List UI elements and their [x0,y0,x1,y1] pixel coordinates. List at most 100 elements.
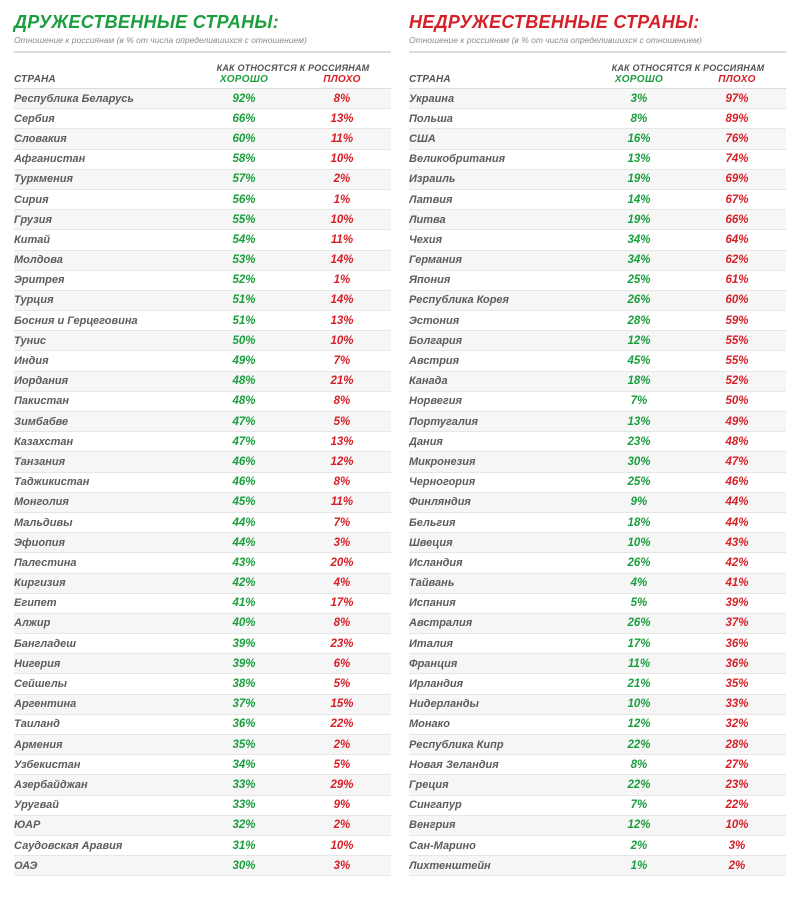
table-row: Канада18%52% [409,372,786,392]
good-value: 22% [590,739,688,751]
table-row: Республика Беларусь92%8% [14,89,391,109]
table-row: Микронезия30%47% [409,452,786,472]
country-name: Иордания [14,375,195,387]
table-row: Австрия45%55% [409,351,786,371]
good-value: 1% [590,860,688,872]
table-row: Нидерланды10%33% [409,695,786,715]
good-value: 3% [590,93,688,105]
table-row: Зимбабве47%5% [14,412,391,432]
unfriendly-header-row: СТРАНА КАК ОТНОСЯТСЯ К РОССИЯНАМ ХОРОШО … [409,63,786,89]
good-value: 53% [195,254,293,266]
good-value: 34% [590,234,688,246]
bad-value: 8% [293,395,391,407]
bad-value: 44% [688,496,786,508]
country-name: Новая Зеландия [409,759,590,771]
table-row: Исландия26%42% [409,553,786,573]
table-row: Швеция10%43% [409,533,786,553]
bad-value: 10% [293,840,391,852]
bad-value: 10% [293,335,391,347]
table-row: Польша8%89% [409,109,786,129]
good-value: 56% [195,194,293,206]
country-name: Республика Корея [409,294,590,306]
bad-value: 59% [688,315,786,327]
table-row: Аргентина37%15% [14,695,391,715]
bad-value: 5% [293,678,391,690]
table-row: Индия49%7% [14,351,391,371]
good-value: 28% [590,315,688,327]
country-name: Мальдивы [14,517,195,529]
country-name: Болгария [409,335,590,347]
table-row: Япония25%61% [409,271,786,291]
table-row: Дания23%48% [409,432,786,452]
table-row: Сербия66%13% [14,109,391,129]
table-row: Чехия34%64% [409,230,786,250]
good-value: 21% [590,678,688,690]
table-row: Норвегия7%50% [409,392,786,412]
good-value: 33% [195,779,293,791]
bad-value: 49% [688,416,786,428]
table-row: Пакистан48%8% [14,392,391,412]
good-value: 52% [195,274,293,286]
country-name: Монако [409,718,590,730]
table-row: Азербайджан33%29% [14,775,391,795]
metrics-header: КАК ОТНОСЯТСЯ К РОССИЯНАМ ХОРОШО ПЛОХО [195,63,391,85]
good-value: 48% [195,395,293,407]
country-name: Молдова [14,254,195,266]
table-row: Австралия26%37% [409,614,786,634]
country-name: Дания [409,436,590,448]
unfriendly-title: НЕДРУЖЕСТВЕННЫЕ СТРАНЫ: [409,12,786,33]
bad-value: 69% [688,173,786,185]
country-name: Португалия [409,416,590,428]
table-row: Сейшелы38%5% [14,674,391,694]
good-value: 36% [195,718,293,730]
country-name: Туркмения [14,173,195,185]
bad-value: 1% [293,274,391,286]
metrics-header-top: КАК ОТНОСЯТСЯ К РОССИЯНАМ [195,63,391,73]
table-row: Киргизия42%4% [14,574,391,594]
friendly-rows-container: Республика Беларусь92%8%Сербия66%13%Слов… [14,89,391,876]
bad-value: 11% [293,234,391,246]
bad-value: 28% [688,739,786,751]
good-value: 50% [195,335,293,347]
good-value: 8% [590,759,688,771]
two-column-layout: ДРУЖЕСТВЕННЫЕ СТРАНЫ: Отношение к россия… [14,12,786,876]
table-row: Словакия60%11% [14,129,391,149]
table-row: Монако12%32% [409,715,786,735]
table-row: Венгрия12%10% [409,816,786,836]
table-row: Финляндия9%44% [409,493,786,513]
table-row: Латвия14%67% [409,190,786,210]
good-value: 26% [590,617,688,629]
country-name: Нидерланды [409,698,590,710]
bad-value: 15% [293,698,391,710]
bad-value: 42% [688,557,786,569]
country-name: Латвия [409,194,590,206]
bad-value: 55% [688,335,786,347]
bad-value: 2% [293,739,391,751]
country-name: Зимбабве [14,416,195,428]
country-name: Саудовская Аравия [14,840,195,852]
table-row: Босния и Герцеговина51%13% [14,311,391,331]
good-value: 13% [590,416,688,428]
country-name: Сингапур [409,799,590,811]
table-row: Литва19%66% [409,210,786,230]
country-name: Чехия [409,234,590,246]
table-row: ОАЭ30%3% [14,856,391,876]
bad-value: 20% [293,557,391,569]
table-row: Франция11%36% [409,654,786,674]
bad-value: 64% [688,234,786,246]
good-value: 19% [590,214,688,226]
good-value: 58% [195,153,293,165]
table-row: Афганистан58%10% [14,150,391,170]
bad-value: 97% [688,93,786,105]
good-value: 2% [590,840,688,852]
country-name: Таджикистан [14,476,195,488]
bad-value: 3% [293,860,391,872]
good-value: 22% [590,779,688,791]
country-name: Лихтенштейн [409,860,590,872]
bad-value: 46% [688,476,786,488]
good-value: 26% [590,557,688,569]
bad-value: 41% [688,577,786,589]
bad-value: 13% [293,113,391,125]
table-row: Бельгия18%44% [409,513,786,533]
table-row: Армения35%2% [14,735,391,755]
